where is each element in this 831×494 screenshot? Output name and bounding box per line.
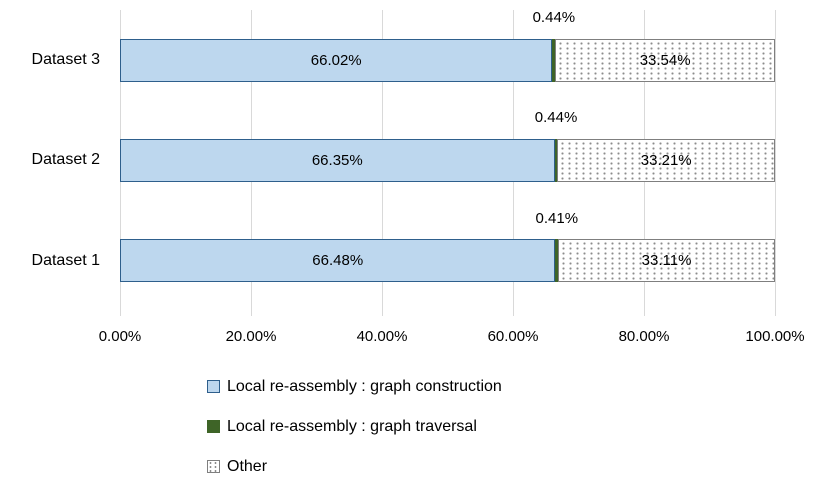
legend-item-traversal: Local re-assembly : graph traversal (207, 417, 502, 436)
segment-construction: 66.02% (120, 38, 553, 82)
x-axis-label-0.00%: 0.00% (98, 328, 142, 345)
bar-dataset-2: 66.35% 33.21% (120, 139, 775, 182)
data-label: 66.48% (312, 252, 364, 270)
segment-traversal (552, 38, 556, 82)
x-axis-label-100.00%: 100.00% (745, 328, 805, 345)
data-label-above: 0.41% (535, 209, 579, 227)
axis-tick-20 (251, 311, 252, 316)
bar-dataset-1: 66.48% 33.11% (120, 239, 775, 283)
axis-tick-40 (382, 311, 383, 316)
axis-tick-80 (644, 311, 645, 316)
legend-swatch-other (207, 460, 220, 473)
category-label-dataset-3: Dataset 3 (31, 51, 100, 69)
axis-tick-0 (120, 311, 121, 316)
legend-label: Other (227, 457, 268, 475)
axis-tick-60 (513, 311, 514, 316)
data-label: 66.35% (311, 152, 363, 169)
segment-construction: 66.35% (120, 139, 555, 182)
legend-swatch-traversal (207, 420, 220, 433)
category-label-dataset-1: Dataset 1 (31, 251, 100, 269)
axis-tick-100 (775, 311, 776, 316)
segment-traversal (555, 239, 559, 283)
data-label: 66.02% (310, 51, 362, 69)
legend: Local re-assembly : graph construction Lo… (207, 377, 502, 494)
legend-item-other: Other (207, 457, 502, 476)
legend-swatch-construction (207, 380, 220, 393)
data-label: 33.11% (641, 252, 692, 270)
x-axis-label-40.00%: 40.00% (356, 328, 408, 345)
gridline-100 (775, 10, 776, 311)
legend-label: Local re-assembly : graph traversal (227, 417, 477, 435)
bar-dataset-3: 66.02% 33.54% (120, 38, 775, 82)
segment-construction: 66.48% (120, 239, 556, 283)
legend-item-construction: Local re-assembly : graph construction (207, 377, 502, 396)
x-axis-label-60.00%: 60.00% (487, 328, 539, 345)
segment-other: 33.21% (557, 139, 775, 182)
category-label-dataset-2: Dataset 2 (31, 151, 100, 169)
data-label-above: 0.44% (534, 109, 578, 127)
plot-area: 66.02% 33.54% 0.44% 66.35% 33.21% 0.44% 66.48%… (120, 9, 776, 311)
x-axis-label-80.00%: 80.00% (618, 328, 670, 345)
legend-label: Local re-assembly : graph construction (227, 377, 502, 395)
data-label: 33.54% (639, 51, 691, 69)
segment-traversal (554, 139, 558, 182)
data-label-above: 0.44% (532, 9, 576, 26)
x-axis-label-20.00%: 20.00% (225, 328, 277, 345)
data-label: 33.21% (640, 152, 692, 169)
segment-other: 33.11% (558, 239, 775, 283)
segment-other: 33.54% (555, 38, 775, 82)
